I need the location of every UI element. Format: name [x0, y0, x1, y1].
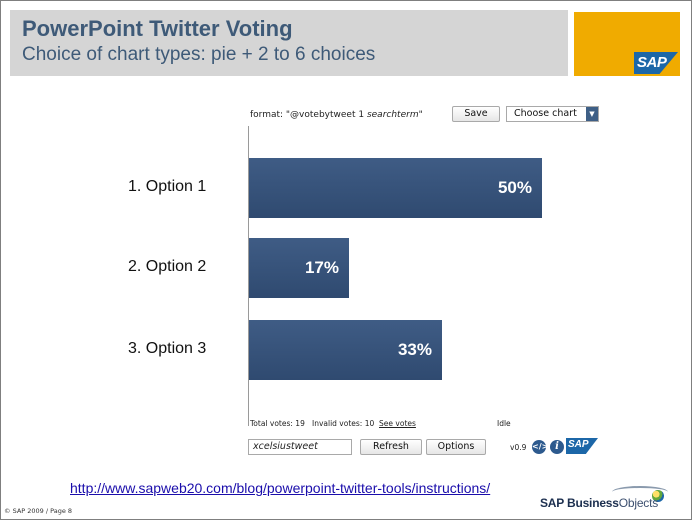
format-suffix: ": [418, 110, 423, 120]
format-searchterm: searchterm: [366, 110, 419, 120]
total-votes: Total votes: 19: [250, 419, 305, 428]
sap-mini-logo[interactable]: SAP: [566, 438, 598, 454]
category-label-option-1: 1. Option 1: [128, 178, 207, 195]
status-text: Idle: [497, 419, 511, 428]
sap-mini-logo-text: SAP: [568, 439, 589, 450]
search-term-input[interactable]: xcelsiustweet: [248, 439, 352, 455]
title-band: PowerPoint Twitter Voting Choice of char…: [10, 10, 568, 76]
bar-value-label: 33%: [397, 340, 432, 359]
save-button[interactable]: Save: [452, 106, 500, 122]
businessobjects-swoosh: [612, 486, 668, 498]
options-button[interactable]: Options: [426, 439, 486, 455]
embed-code-icon[interactable]: </>: [532, 440, 548, 454]
brand-light: Objects: [618, 496, 659, 510]
brand-bold: SAP Business: [540, 496, 619, 510]
bar-option-3: 33%: [249, 320, 442, 380]
format-prefix: format: "@votebytweet 1: [250, 110, 367, 120]
see-votes-link[interactable]: See votes: [379, 419, 416, 428]
info-icon[interactable]: i: [550, 440, 564, 454]
invalid-votes: Invalid votes: 10: [312, 419, 375, 428]
instructions-link[interactable]: http://www.sapweb20.com/blog/powerpoint-…: [70, 480, 491, 496]
sap-businessobjects-logo: SAP BusinessObjects: [540, 496, 658, 510]
chart-axis-line: [248, 126, 249, 426]
chevron-down-icon[interactable]: ▼: [586, 107, 598, 121]
sap-logo-tile: SAP: [574, 12, 680, 76]
bar-value-label: 17%: [304, 258, 339, 277]
twitter-voting-widget: format: "@votebytweet 1 searchterm" Save…: [246, 104, 602, 460]
sap-logo: SAP: [634, 52, 678, 74]
sap-logo-text: SAP: [637, 54, 667, 71]
slide-subtitle: Choice of chart types: pie + 2 to 6 choi…: [22, 44, 376, 65]
format-hint: format: "@votebytweet 1 searchterm": [250, 110, 423, 120]
vote-stats: Total votes: 19 Invalid votes: 10 See vo…: [250, 419, 416, 428]
version-label: v0.9: [510, 443, 527, 452]
choose-chart-value: Choose chart: [514, 108, 577, 119]
choose-chart-dropdown[interactable]: Choose chart ▼: [506, 106, 599, 122]
bar-value-label: 50%: [497, 178, 532, 197]
category-label-option-3: 3. Option 3: [128, 340, 207, 357]
bar-option-1: 50%: [249, 158, 542, 218]
globe-icon: [652, 490, 664, 502]
category-label-option-2: 2. Option 2: [128, 258, 207, 275]
bar-option-2: 17%: [249, 238, 349, 298]
copyright-text: © SAP 2009 / Page 8: [4, 507, 73, 515]
slide-title: PowerPoint Twitter Voting: [22, 16, 293, 41]
refresh-button[interactable]: Refresh: [360, 439, 422, 455]
